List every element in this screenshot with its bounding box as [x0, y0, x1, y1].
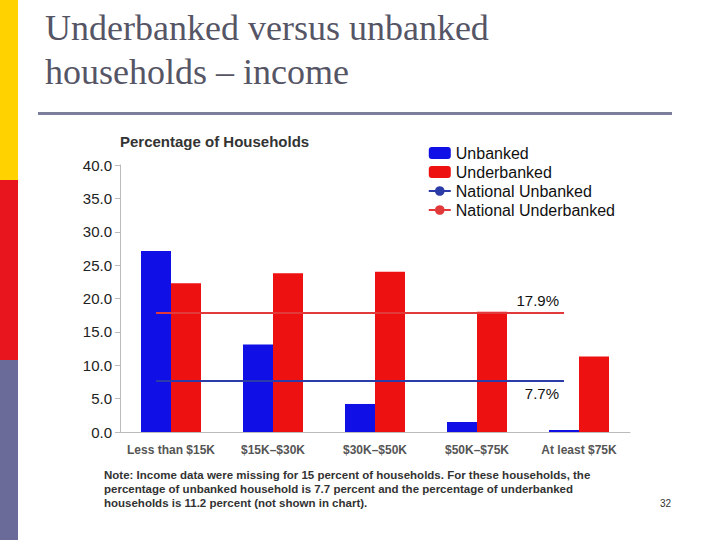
svg-text:20.0: 20.0 [83, 290, 112, 307]
svg-text:7.7%: 7.7% [525, 385, 559, 402]
svg-text:5.0: 5.0 [91, 390, 112, 407]
html-text:Note: Income data were missing: Note: Income data were missing for 15 pe… [104, 469, 591, 509]
svg-text:25.0: 25.0 [83, 257, 112, 274]
svg-text:15.0: 15.0 [83, 323, 112, 340]
svg-text:30.0: 30.0 [83, 223, 112, 240]
svg-text:17.9%: 17.9% [516, 292, 559, 309]
svg-text:10.0: 10.0 [83, 357, 112, 374]
svg-text:Underbanked: Underbanked [456, 164, 552, 181]
svg-text:$50K–$75K: $50K–$75K [445, 443, 509, 457]
svg-text:Percentage of Households: Percentage of Households [120, 133, 309, 150]
svg-text:40.0: 40.0 [83, 157, 112, 174]
html-text:Underbanked versus unbanked ho: Underbanked versus unbanked households –… [45, 8, 489, 92]
html-text:32: 32 [660, 498, 672, 509]
svg-text:National Underbanked: National Underbanked [456, 202, 615, 219]
svg-text:0.0: 0.0 [91, 424, 112, 441]
svg-text:At least $75K: At least $75K [541, 443, 617, 457]
svg-text:35.0: 35.0 [83, 190, 112, 207]
svg-text:National Unbanked: National Unbanked [456, 183, 592, 200]
svg-text:$15K–$30K: $15K–$30K [241, 443, 305, 457]
svg-text:Unbanked: Unbanked [456, 145, 529, 162]
svg-text:Less than $15K: Less than $15K [127, 443, 215, 457]
svg-text:$30K–$50K: $30K–$50K [343, 443, 407, 457]
